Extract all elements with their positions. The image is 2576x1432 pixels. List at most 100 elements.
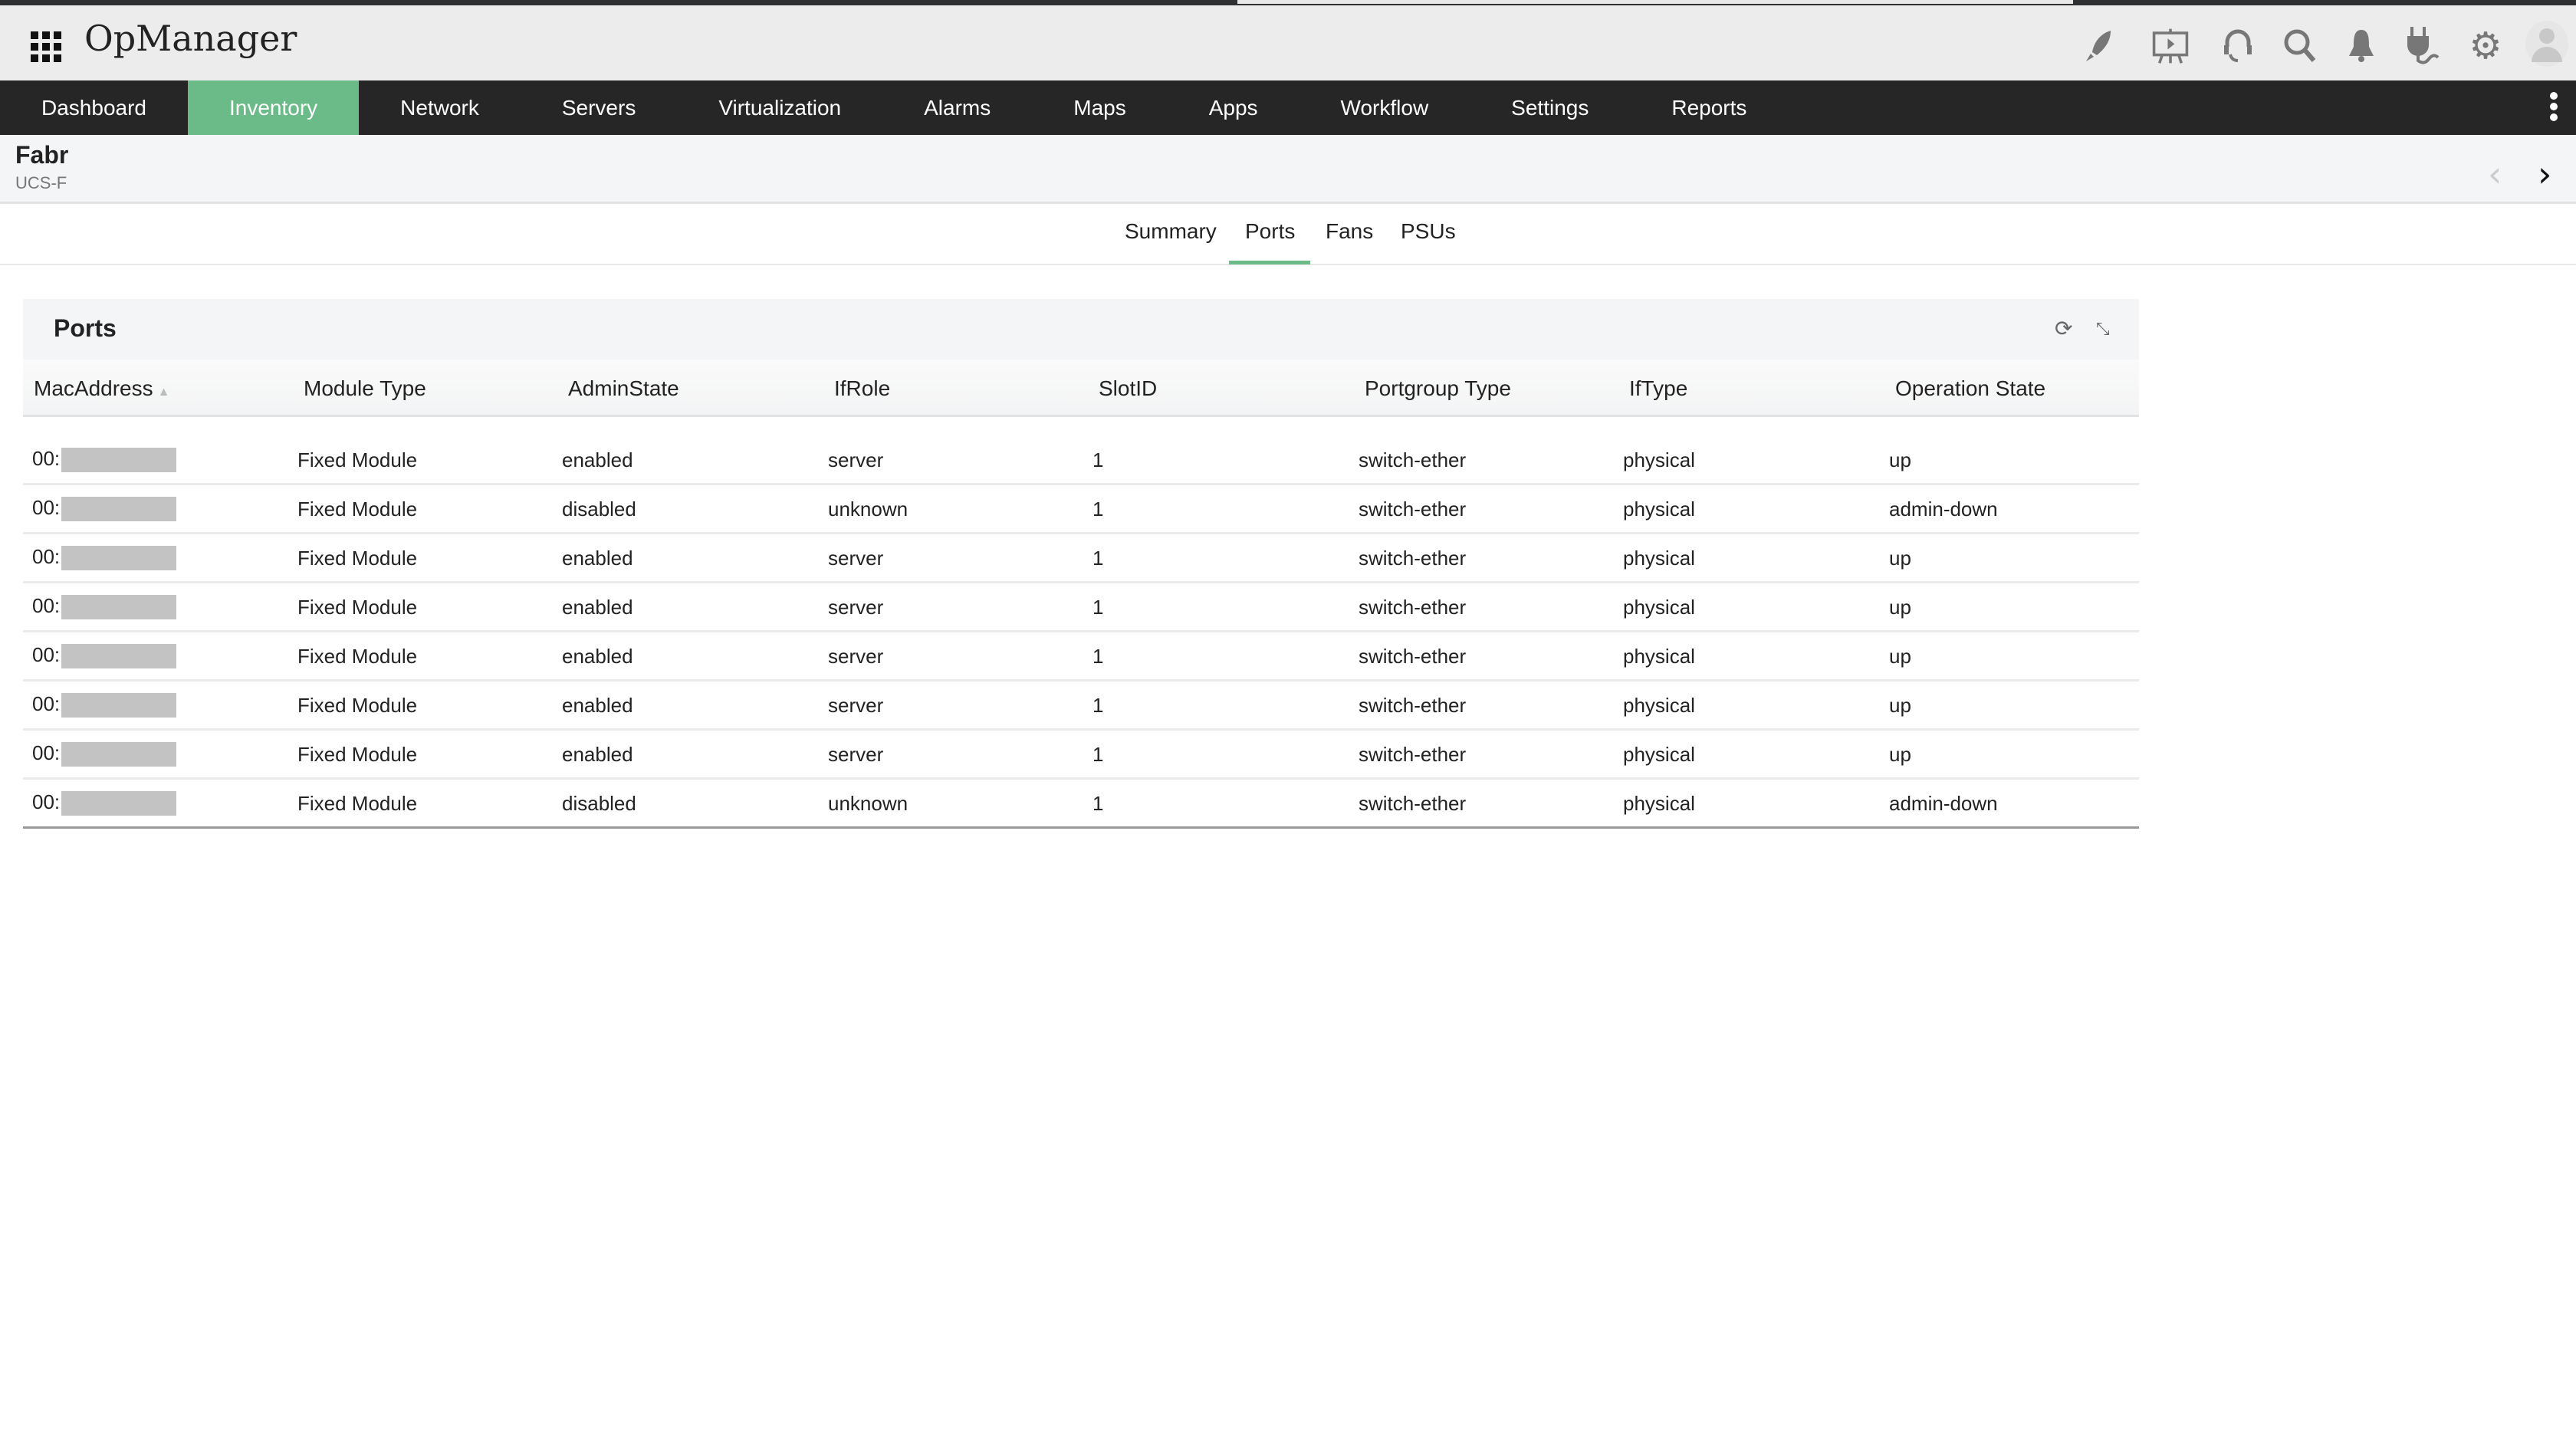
chevron-left-icon[interactable]: ‹ [2488, 153, 2502, 195]
col-operation-state[interactable]: Operation State [1895, 376, 2046, 400]
rocket-icon[interactable] [2081, 27, 2119, 65]
nav-settings[interactable]: Settings [1511, 96, 1589, 120]
redacted-mask [61, 791, 177, 816]
headset-icon[interactable] [2219, 27, 2257, 65]
redacted-mask [61, 497, 177, 521]
cell-if-role: server [828, 645, 883, 668]
cell-text: Fixed Module [297, 743, 418, 766]
col-adminstate[interactable]: AdminState [568, 376, 679, 400]
device-type: UCS-F [15, 173, 67, 192]
table-row[interactable]: 00: Fixed Module enabled server 1 switch-ethe… [23, 731, 2139, 780]
tab-fans[interactable]: Fans [1326, 219, 1374, 243]
cell-text: Fixed Module [297, 498, 418, 521]
cell-mac-address: 00: [32, 642, 177, 668]
collapse-icon[interactable]: ⤡ [2096, 319, 2110, 338]
table-row[interactable]: 00: Fixed Module disabled unknown 1 switch-et… [23, 780, 2139, 829]
cell-module-type: Fixed Module [297, 645, 417, 668]
cell-text: up [1889, 694, 1911, 717]
cell-portgroup-type: switch-ether [1359, 743, 1466, 767]
nav-workflow[interactable]: Workflow [1340, 96, 1429, 120]
col-module-type[interactable]: Module Type [304, 376, 426, 400]
cell-operation-state: admin-down [1889, 792, 1998, 816]
table-row[interactable]: 00: Fixed Module enabled server 1 switch-ethe… [23, 534, 2139, 583]
cell-operation-state: up [1889, 448, 1911, 472]
nav-reports[interactable]: Reports [1671, 96, 1747, 120]
tab-summary[interactable]: Summary [1125, 219, 1217, 243]
chevron-right-icon[interactable]: › [2538, 153, 2552, 195]
cell-mac-address: 00: [32, 545, 177, 570]
cell-text: unknown [828, 792, 909, 815]
nav-apps[interactable]: Apps [1208, 96, 1258, 120]
kebab-menu-icon[interactable] [2550, 92, 2559, 124]
ports-panel: Ports ⟳ ⤡ MacAddress ▲ Module Type AdminS… [23, 299, 2139, 829]
cell-text: 1 [1092, 645, 1104, 668]
cell-if-role: server [828, 596, 883, 619]
nav-inventory[interactable]: Inventory [187, 80, 360, 135]
nav-servers[interactable]: Servers [561, 96, 636, 120]
nav-dashboard[interactable]: Dashboard [41, 96, 146, 120]
nav-maps[interactable]: Maps [1073, 96, 1126, 120]
col-portgroup-type[interactable]: Portgroup Type [1365, 376, 1511, 400]
table-row[interactable]: 00: Fixed Module enabled server 1 switch-ethe… [23, 417, 2139, 485]
plug-icon[interactable] [2403, 27, 2441, 65]
cell-text: physical [1623, 498, 1695, 521]
cell-text: server [828, 645, 884, 668]
apps-grid-icon[interactable] [31, 31, 61, 62]
cell-mac-address: 00: [32, 691, 177, 718]
cell-if-type: physical [1623, 792, 1695, 816]
cell-if-role: server [828, 743, 883, 767]
search-icon[interactable] [2281, 27, 2319, 65]
nav-alarms[interactable]: Alarms [924, 96, 991, 120]
cell-if-type: physical [1623, 498, 1695, 521]
cell-text: switch-ether [1359, 547, 1467, 570]
cell-if-role: unknown [828, 498, 908, 521]
nav-virtualization[interactable]: Virtualization [718, 96, 842, 120]
table-row[interactable]: 00: Fixed Module enabled server 1 switch-ethe… [23, 682, 2139, 731]
cell-text: 00: [32, 691, 61, 715]
cell-text: unknown [828, 498, 909, 521]
cell-module-type: Fixed Module [297, 498, 417, 521]
cell-module-type: Fixed Module [297, 792, 417, 816]
cell-text: 1 [1092, 743, 1104, 766]
table-row[interactable]: 00: Fixed Module enabled server 1 switch-ethe… [23, 632, 2139, 682]
col-label: MacAddress [34, 376, 153, 400]
refresh-icon[interactable]: ⟳ [2055, 317, 2073, 340]
col-ifrole[interactable]: IfRole [834, 376, 891, 400]
top-strip [0, 0, 2576, 5]
cell-text: 00: [32, 642, 61, 666]
app-header: OpManager ⚙ [0, 5, 2576, 80]
cell-portgroup-type: switch-ether [1359, 596, 1466, 619]
table-row[interactable]: 00: Fixed Module enabled server 1 switch-ethe… [23, 583, 2139, 632]
panel-header: Ports ⟳ ⤡ [23, 299, 2139, 360]
tab-ports[interactable]: Ports [1245, 219, 1296, 243]
col-iftype[interactable]: IfType [1629, 376, 1688, 400]
cell-text: enabled [562, 547, 633, 570]
cell-text: 00: [32, 790, 61, 813]
col-slotid[interactable]: SlotID [1099, 376, 1158, 400]
cell-module-type: Fixed Module [297, 743, 417, 767]
presentation-icon[interactable] [2151, 27, 2190, 65]
cell-text: server [828, 596, 884, 619]
bell-icon[interactable] [2342, 27, 2380, 65]
cell-portgroup-type: switch-ether [1359, 547, 1466, 570]
cell-text: up [1889, 547, 1911, 570]
cell-portgroup-type: switch-ether [1359, 694, 1466, 718]
cell-slot-id: 1 [1092, 498, 1103, 521]
app-logo[interactable]: OpManager [84, 18, 297, 59]
sort-icon[interactable]: ▲ [157, 386, 170, 399]
col-macaddress[interactable]: MacAddress ▲ [34, 376, 169, 401]
table-row[interactable]: 00: Fixed Module disabled unknown 1 switch-et… [23, 485, 2139, 534]
cell-text: 00: [32, 495, 61, 519]
cell-operation-state: up [1889, 694, 1911, 718]
cell-admin-state: enabled [562, 547, 633, 570]
cell-admin-state: disabled [562, 792, 636, 816]
cell-text: up [1889, 448, 1911, 471]
tab-psus[interactable]: PSUs [1401, 219, 1456, 243]
cell-if-type: physical [1623, 645, 1695, 668]
cell-text: 1 [1092, 792, 1104, 815]
nav-network[interactable]: Network [400, 96, 479, 120]
gear-icon[interactable]: ⚙ [2469, 25, 2502, 67]
avatar-icon[interactable] [2525, 21, 2568, 68]
cell-text: disabled [562, 792, 636, 815]
cell-text: switch-ether [1359, 448, 1467, 471]
